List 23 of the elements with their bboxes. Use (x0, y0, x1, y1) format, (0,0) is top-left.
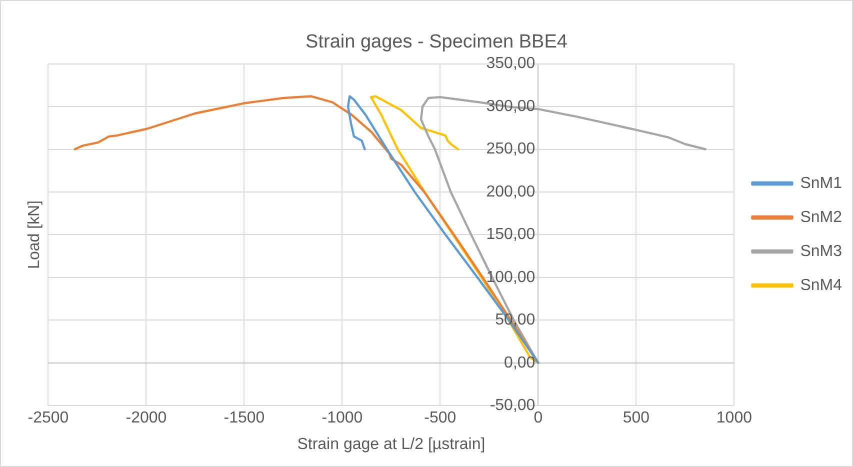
x-tick-label: 0 (534, 410, 543, 427)
y-tick-label: 100,00 (486, 268, 536, 286)
x-tick-label: -500 (424, 410, 456, 427)
chart-title: Strain gages - Specimen BBE4 (306, 32, 568, 53)
y-axis-title: Load [kN] (26, 200, 44, 269)
x-axis-title: Strain gage at L/2 [µstrain] (297, 436, 486, 453)
legend-label: SnM2 (800, 208, 842, 226)
legend-label: SnM1 (800, 174, 842, 192)
x-tick-label: -1500 (224, 410, 265, 427)
y-tick-label: 300,00 (486, 98, 536, 115)
x-tick-label: 1000 (716, 410, 752, 427)
y-tick-label: 250,00 (486, 140, 536, 158)
x-tick-label: -1000 (322, 410, 363, 427)
y-tick-label: 350,00 (486, 55, 536, 72)
y-tick-label: 200,00 (486, 183, 536, 200)
legend-label: SnM3 (800, 242, 842, 260)
x-tick-label: -2500 (28, 410, 69, 427)
y-tick-label: -50,00 (490, 397, 536, 414)
legend-label: SnM4 (800, 276, 842, 294)
x-tick-label: -2000 (126, 410, 167, 427)
x-tick-label: 500 (622, 410, 650, 427)
y-tick-label: 150,00 (486, 226, 536, 244)
y-tick-label: 0,00 (504, 354, 536, 372)
